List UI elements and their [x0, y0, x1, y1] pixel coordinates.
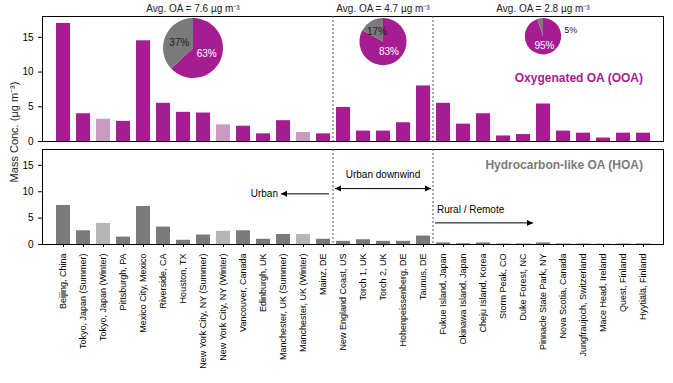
svg-text:0: 0: [28, 136, 34, 147]
svg-text:37%: 37%: [169, 37, 189, 48]
svg-text:Hydrocarbon-like OA (HOA): Hydrocarbon-like OA (HOA): [485, 158, 643, 172]
svg-text:Mace Head, Ireland: Mace Head, Ireland: [598, 254, 608, 333]
svg-text:Avg. OA = 4.7 µg m⁻³: Avg. OA = 4.7 µg m⁻³: [336, 3, 430, 14]
svg-text:Cheju Island, Korea: Cheju Island, Korea: [478, 254, 488, 333]
html-text:Mass Conc. (µg m⁻³): Mass Conc. (µg m⁻³): [7, 81, 20, 183]
svg-text:Tokyo, Japan (Summer): Tokyo, Japan (Summer): [78, 254, 88, 350]
svg-text:Duke Forest, NC: Duke Forest, NC: [518, 253, 528, 321]
svg-text:Torch 2, UK: Torch 2, UK: [378, 254, 388, 301]
svg-text:Nova Scotia, Canada: Nova Scotia, Canada: [558, 254, 568, 339]
svg-text:Quest, Finland: Quest, Finland: [618, 254, 628, 313]
svg-text:63%: 63%: [197, 48, 217, 59]
svg-text:Fukue Island, Japan: Fukue Island, Japan: [438, 254, 448, 335]
svg-text:Beijing, China: Beijing, China: [58, 254, 68, 310]
svg-text:Hyytiälä, Finland: Hyytiälä, Finland: [638, 254, 648, 321]
svg-text:Hohenpeissenberg, DE: Hohenpeissenberg, DE: [398, 254, 408, 347]
svg-text:95%: 95%: [534, 40, 554, 51]
svg-text:Edinburgh, UK: Edinburgh, UK: [258, 254, 268, 313]
svg-text:Manchester, UK (Summer): Manchester, UK (Summer): [278, 254, 288, 361]
svg-text:Urban downwind: Urban downwind: [346, 169, 421, 180]
svg-text:5: 5: [28, 212, 34, 223]
svg-text:Okinawa Island, Japan: Okinawa Island, Japan: [458, 254, 468, 345]
svg-text:Pittsburgh, PA: Pittsburgh, PA: [118, 254, 128, 311]
svg-text:New York City, NY (Winter): New York City, NY (Winter): [218, 254, 228, 361]
svg-text:New York City, NY (Summer): New York City, NY (Summer): [198, 254, 208, 369]
svg-text:Mexico City, Mexico: Mexico City, Mexico: [138, 254, 148, 333]
svg-text:Oxygenated OA (OOA): Oxygenated OA (OOA): [515, 71, 643, 85]
svg-text:Jungfraujoch, Switzerland: Jungfraujoch, Switzerland: [578, 254, 588, 357]
svg-text:15: 15: [22, 160, 34, 171]
svg-text:New England Coast, US: New England Coast, US: [338, 254, 348, 351]
svg-text:Avg. OA = 7.6 µg m⁻³: Avg. OA = 7.6 µg m⁻³: [146, 3, 240, 14]
svg-text:Manchester, UK (Winter): Manchester, UK (Winter): [298, 254, 308, 353]
svg-text:15: 15: [22, 32, 34, 43]
svg-text:Riverside, CA: Riverside, CA: [158, 254, 168, 309]
svg-text:Houston, TX: Houston, TX: [178, 254, 188, 304]
svg-text:Torch 1, UK: Torch 1, UK: [358, 254, 368, 301]
svg-text:Tokyo, Japan (Winter): Tokyo, Japan (Winter): [98, 253, 108, 341]
svg-text:17%: 17%: [367, 26, 387, 37]
svg-text:Urban: Urban: [251, 188, 278, 199]
svg-text:Mainz, DE: Mainz, DE: [318, 254, 328, 296]
svg-text:10: 10: [22, 66, 34, 77]
svg-text:Storm Peak, CO: Storm Peak, CO: [498, 254, 508, 320]
svg-text:Avg. OA = 2.8 µg m⁻³: Avg. OA = 2.8 µg m⁻³: [496, 3, 590, 14]
svg-text:Pinnacle State Park, NY: Pinnacle State Park, NY: [538, 254, 548, 351]
svg-text:Vancouver, Canada: Vancouver, Canada: [238, 254, 248, 332]
svg-text:83%: 83%: [379, 46, 399, 57]
svg-text:Rural / Remote: Rural / Remote: [437, 204, 505, 215]
svg-text:10: 10: [22, 186, 34, 197]
svg-text:5: 5: [28, 101, 34, 112]
svg-text:5%: 5%: [564, 25, 577, 35]
svg-text:0: 0: [28, 239, 34, 250]
svg-text:Taunus, DE: Taunus, DE: [418, 254, 428, 301]
